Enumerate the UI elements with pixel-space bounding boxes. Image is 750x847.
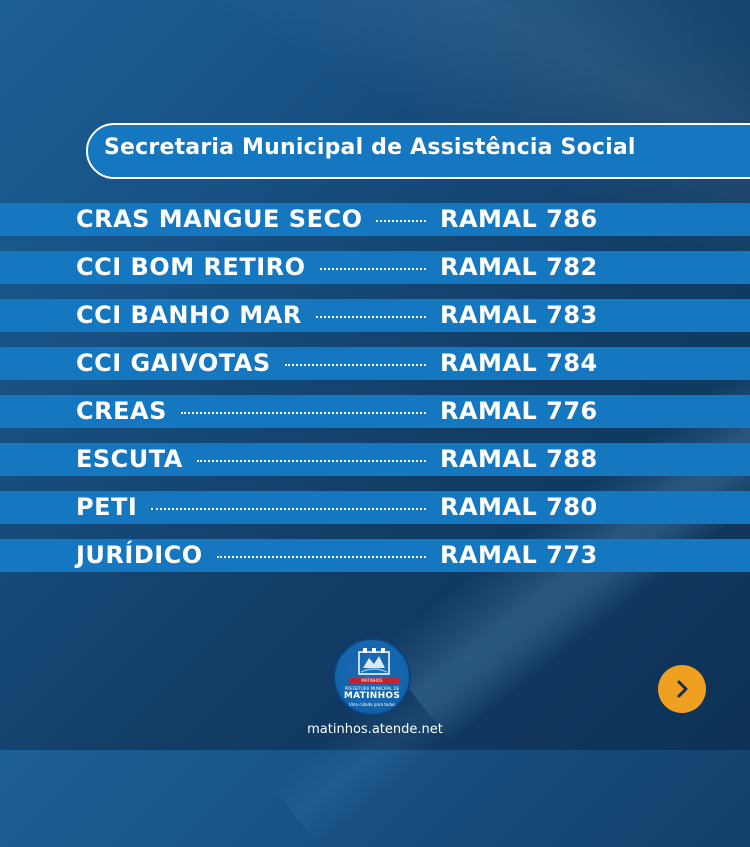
extension-number: RAMAL 776 [440, 397, 598, 425]
city-crest-icon [358, 648, 390, 675]
logo-top-text: PREFEITURA MUNICIPAL DE [344, 686, 400, 691]
website-url: matinhos.atende.net [307, 722, 443, 737]
extension-number: RAMAL 783 [440, 301, 598, 329]
list-item: PETI RAMAL 780 [0, 491, 750, 524]
dotted-leader [197, 460, 426, 462]
dotted-leader [181, 412, 426, 414]
logo-ribbon-text: MATINHOS [361, 678, 383, 683]
list-item: CRAS MANGUE SECO RAMAL 786 [0, 203, 750, 236]
page-title: Secretaria Municipal de Assistência Soci… [104, 135, 636, 160]
extension-number: RAMAL 788 [440, 445, 598, 473]
unit-name: CCI BANHO MAR [76, 301, 302, 329]
list-item: ESCUTA RAMAL 788 [0, 443, 750, 476]
list-item: CREAS RAMAL 776 [0, 395, 750, 428]
extension-number: RAMAL 786 [440, 205, 598, 233]
extension-list: CRAS MANGUE SECO RAMAL 786 CCI BOM RETIR… [0, 203, 750, 587]
next-button[interactable] [658, 665, 706, 713]
list-item: CCI GAIVOTAS RAMAL 784 [0, 347, 750, 380]
logo-ribbon [349, 678, 399, 684]
extension-number: RAMAL 784 [440, 349, 598, 377]
unit-name: CCI BOM RETIRO [76, 253, 306, 281]
logo-tagline: Uma cidade para todos [348, 702, 396, 707]
dotted-leader [151, 508, 426, 510]
unit-name: CRAS MANGUE SECO [76, 205, 363, 233]
logo-city-name: MATINHOS [343, 691, 401, 701]
dotted-leader [376, 220, 426, 222]
extension-number: RAMAL 780 [440, 493, 598, 521]
unit-name: PETI [76, 493, 138, 521]
dotted-leader [320, 268, 426, 270]
extension-number: RAMAL 782 [440, 253, 598, 281]
dotted-leader [316, 316, 426, 318]
list-item: CCI BOM RETIRO RAMAL 782 [0, 251, 750, 284]
dotted-leader [217, 556, 426, 558]
unit-name: CCI GAIVOTAS [76, 349, 271, 377]
chevron-right-icon [677, 680, 688, 698]
city-logo: MATINHOS PREFEITURA MUNICIPAL DE MATINHO… [333, 638, 411, 716]
list-item: CCI BANHO MAR RAMAL 783 [0, 299, 750, 332]
extension-number: RAMAL 773 [440, 541, 598, 569]
title-banner [86, 123, 750, 179]
dotted-leader [285, 364, 426, 366]
unit-name: JURÍDICO [76, 541, 203, 569]
unit-name: ESCUTA [76, 445, 183, 473]
list-item: JURÍDICO RAMAL 773 [0, 539, 750, 572]
unit-name: CREAS [76, 397, 167, 425]
